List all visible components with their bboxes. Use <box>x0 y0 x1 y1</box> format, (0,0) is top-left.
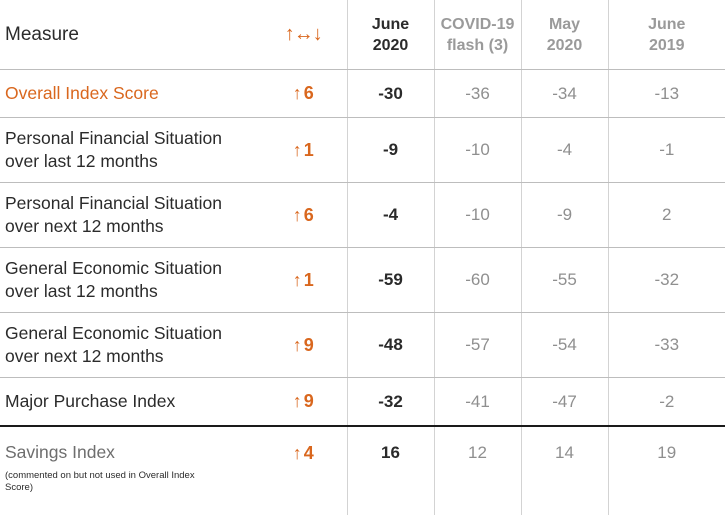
value-june-2020: -59 <box>347 248 434 313</box>
value-june-2019: -1 <box>608 118 725 183</box>
measure-label: Personal Financial Situation over last 1… <box>0 118 260 183</box>
change-value: 9 <box>304 335 314 355</box>
measure-label: Overall Index Score <box>0 70 260 118</box>
value-covid-flash: 12 <box>434 426 521 515</box>
value-may-2020: -55 <box>521 248 608 313</box>
change-value: 9 <box>304 391 314 411</box>
value-june-2019: -13 <box>608 70 725 118</box>
arrow-up-icon: ↑ <box>293 391 302 412</box>
value-may-2020: -9 <box>521 183 608 248</box>
change-indicator: ↑9 <box>260 378 347 427</box>
value-june-2020: -32 <box>347 378 434 427</box>
arrow-up-icon: ↑ <box>293 443 302 464</box>
change-indicator: ↑4 <box>260 426 347 515</box>
measure-label: Major Purchase Index <box>0 378 260 427</box>
change-direction-header: ↑↔↓ <box>260 0 347 70</box>
measure-label: Savings Index <box>5 442 115 462</box>
value-june-2020: 16 <box>347 426 434 515</box>
index-table-container: Measure ↑↔↓ June 2020 COVID-19 flash (3)… <box>0 0 725 500</box>
column-header-line1: June <box>609 14 725 35</box>
value-covid-flash: -41 <box>434 378 521 427</box>
savings-index-row: Savings Index (commented on but not used… <box>0 426 725 515</box>
value-may-2020: -4 <box>521 118 608 183</box>
table-row: General Economic Situation over last 12 … <box>0 248 725 313</box>
change-value: 1 <box>304 270 314 290</box>
table-row: Major Purchase Index ↑9 -32 -41 -47 -2 <box>0 378 725 427</box>
table-row: Overall Index Score ↑6 -30 -36 -34 -13 <box>0 70 725 118</box>
column-header-june-2019: June 2019 <box>608 0 725 70</box>
value-may-2020: -34 <box>521 70 608 118</box>
value-june-2020: -9 <box>347 118 434 183</box>
value-may-2020: -54 <box>521 313 608 378</box>
value-covid-flash: -36 <box>434 70 521 118</box>
value-covid-flash: -57 <box>434 313 521 378</box>
arrow-up-icon: ↑ <box>293 335 302 356</box>
value-may-2020: -47 <box>521 378 608 427</box>
value-june-2020: -30 <box>347 70 434 118</box>
value-june-2019: -33 <box>608 313 725 378</box>
value-june-2020: -4 <box>347 183 434 248</box>
table-header-row: Measure ↑↔↓ June 2020 COVID-19 flash (3)… <box>0 0 725 70</box>
table-row: Personal Financial Situation over next 1… <box>0 183 725 248</box>
column-header-line1: June <box>348 14 434 35</box>
column-header-may-2020: May 2020 <box>521 0 608 70</box>
change-value: 4 <box>304 443 314 463</box>
savings-index-cell: Savings Index (commented on but not used… <box>0 426 260 515</box>
table-row: Personal Financial Situation over last 1… <box>0 118 725 183</box>
measure-label: General Economic Situation over next 12 … <box>0 313 260 378</box>
value-june-2020: -48 <box>347 313 434 378</box>
change-value: 6 <box>304 205 314 225</box>
value-covid-flash: -10 <box>434 118 521 183</box>
change-value: 1 <box>304 140 314 160</box>
value-covid-flash: -10 <box>434 183 521 248</box>
column-header-line1: COVID-19 <box>435 14 521 35</box>
arrow-up-icon: ↑ <box>293 140 302 161</box>
change-indicator: ↑9 <box>260 313 347 378</box>
change-indicator: ↑6 <box>260 70 347 118</box>
arrow-up-icon: ↑ <box>293 205 302 226</box>
measure-column-header: Measure <box>0 0 260 70</box>
value-may-2020: 14 <box>521 426 608 515</box>
measure-label: Personal Financial Situation over next 1… <box>0 183 260 248</box>
value-june-2019: -2 <box>608 378 725 427</box>
column-header-line2: 2019 <box>609 35 725 56</box>
change-indicator: ↑1 <box>260 248 347 313</box>
column-header-line2: 2020 <box>348 35 434 56</box>
column-header-line2: flash (3) <box>435 35 521 56</box>
change-indicator: ↑1 <box>260 118 347 183</box>
arrow-up-icon: ↑ <box>293 83 302 104</box>
value-june-2019: 19 <box>608 426 725 515</box>
value-covid-flash: -60 <box>434 248 521 313</box>
change-indicator: ↑6 <box>260 183 347 248</box>
table-row: General Economic Situation over next 12 … <box>0 313 725 378</box>
measure-label: General Economic Situation over last 12 … <box>0 248 260 313</box>
change-value: 6 <box>304 83 314 103</box>
value-june-2019: -32 <box>608 248 725 313</box>
column-header-june-2020: June 2020 <box>347 0 434 70</box>
value-june-2019: 2 <box>608 183 725 248</box>
arrow-up-icon: ↑ <box>293 270 302 291</box>
savings-index-note: (commented on but not used in Overall In… <box>5 470 205 494</box>
column-header-line1: May <box>522 14 608 35</box>
column-header-line2: 2020 <box>522 35 608 56</box>
column-header-covid-flash: COVID-19 flash (3) <box>434 0 521 70</box>
